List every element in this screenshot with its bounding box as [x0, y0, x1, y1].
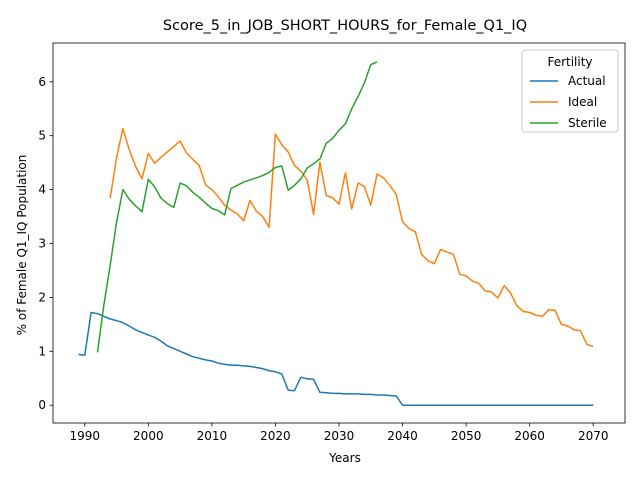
legend-box: [521, 49, 619, 133]
legend-label-ideal: Ideal: [568, 95, 597, 109]
series-line-actual: [78, 311, 594, 406]
x-tick-label: 2010: [197, 429, 228, 443]
y-tick-label: 0: [38, 398, 46, 412]
legend-label-actual: Actual: [568, 74, 606, 88]
y-axis-label: % of Female Q1_IQ Population: [15, 155, 29, 336]
x-tick-label: 2000: [133, 429, 164, 443]
y-tick-label: 5: [38, 129, 46, 143]
y-tick-label: 3: [38, 237, 46, 251]
legend-label-sterile: Sterile: [568, 116, 607, 130]
x-tick-label: 2050: [451, 429, 482, 443]
legend: Fertility Actual Ideal Sterile: [521, 49, 619, 133]
y-tick-label: 6: [38, 75, 46, 89]
x-tick-label: 2030: [324, 429, 355, 443]
plot-area: [78, 61, 594, 406]
x-tick-label: 2020: [260, 429, 291, 443]
axes: 1990 2000 2010 2020 2030 2040 2050 2060 2070 0 1 2 3…: [38, 42, 626, 443]
chart-title: Score_5_in_JOB_SHORT_HOURS_for_Female_Q1…: [163, 18, 527, 34]
series-line-sterile: [96, 61, 378, 353]
x-tick-label: 2070: [578, 429, 609, 443]
x-tick-label: 2040: [387, 429, 418, 443]
legend-title: Fertility: [547, 55, 592, 69]
series-line-ideal: [109, 127, 594, 348]
x-tick-label: 1990: [70, 429, 101, 443]
y-tick-label: 4: [38, 183, 46, 197]
y-tick-label: 2: [38, 290, 46, 304]
x-tick-label: 2060: [514, 429, 545, 443]
y-tick-label: 1: [38, 344, 46, 358]
x-axis-label: Years: [328, 451, 361, 465]
